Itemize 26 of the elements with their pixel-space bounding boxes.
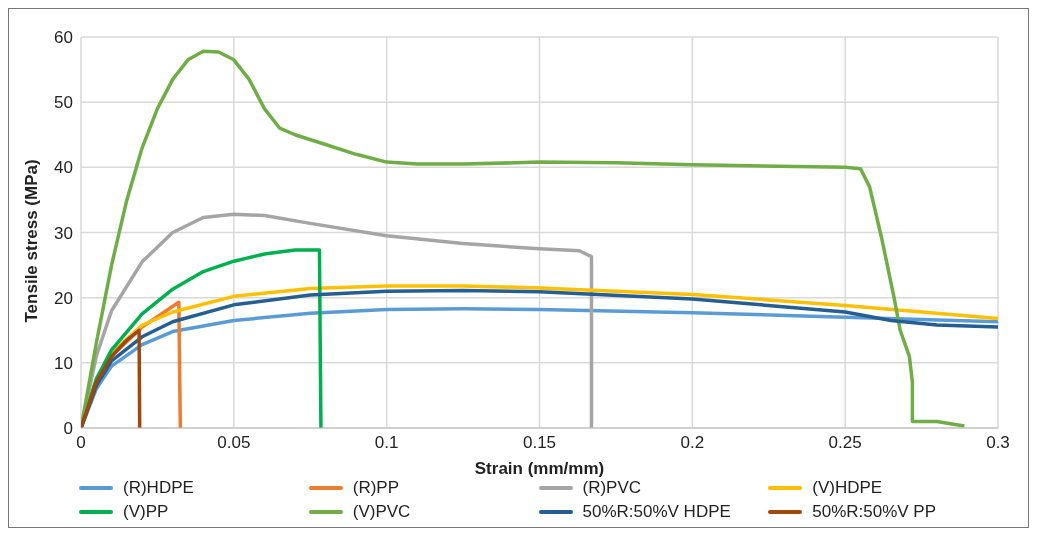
legend-label: 50%R:50%V PP bbox=[812, 502, 937, 522]
legend-label: (R)PVC bbox=[582, 478, 642, 498]
y-axis-title: Tensile stress (MPa) bbox=[22, 159, 42, 323]
y-tick-label: 30 bbox=[54, 223, 73, 243]
y-tick-label: 0 bbox=[63, 419, 73, 439]
legend-label: (R)PP bbox=[352, 478, 400, 498]
legend-label: 50%R:50%V HDPE bbox=[582, 502, 731, 522]
x-tick-label: 0.05 bbox=[217, 433, 251, 453]
y-tick-label: 10 bbox=[54, 353, 73, 373]
x-tick-label: 0.2 bbox=[680, 433, 705, 453]
y-tick-label: 40 bbox=[54, 158, 73, 178]
legend-label: (V)PVC bbox=[352, 502, 411, 522]
x-tick-label: 0.1 bbox=[374, 433, 399, 453]
x-tick-label: 0 bbox=[76, 433, 86, 453]
y-tick-label: 50 bbox=[54, 93, 73, 113]
y-tick-label: 60 bbox=[54, 28, 73, 48]
legend-label: (V)PP bbox=[123, 502, 169, 522]
line-series bbox=[81, 328, 142, 428]
x-tick-label: 0.25 bbox=[828, 433, 862, 453]
x-tick-label: 0.3 bbox=[986, 433, 1010, 453]
y-tick-label: 20 bbox=[54, 288, 73, 308]
legend-label: (V)HDPE bbox=[812, 478, 883, 498]
legend-label: (R)HDPE bbox=[123, 478, 194, 498]
line-series bbox=[81, 49, 967, 428]
x-tick-label: 0.15 bbox=[522, 433, 557, 453]
x-axis-title: Strain (mm/mm) bbox=[474, 459, 605, 478]
